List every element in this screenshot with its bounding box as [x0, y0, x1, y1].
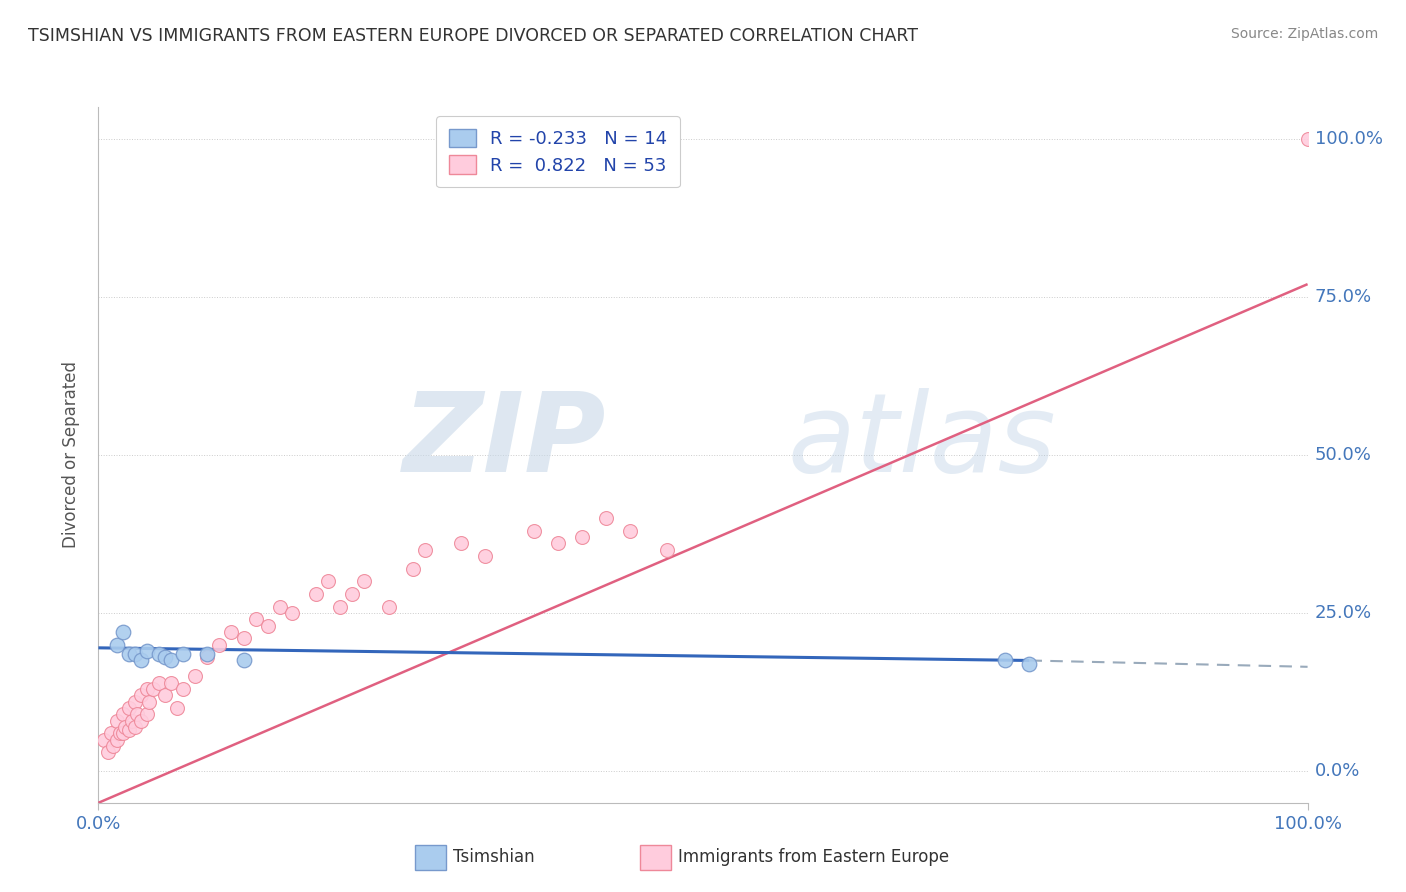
Point: [523, 524, 546, 538]
Point: [111, 625, 134, 640]
Point: [135, 644, 157, 658]
Point: [93, 732, 115, 747]
Point: [413, 542, 436, 557]
Text: Immigrants from Eastern Europe: Immigrants from Eastern Europe: [678, 848, 949, 866]
Point: [256, 618, 278, 632]
Point: [655, 542, 678, 557]
Point: [232, 653, 254, 667]
Bar: [415, 845, 446, 870]
Point: [305, 587, 328, 601]
Point: [138, 695, 160, 709]
Point: [97, 745, 120, 759]
Point: [160, 675, 183, 690]
Point: [474, 549, 496, 563]
Point: [377, 599, 399, 614]
Text: TSIMSHIAN VS IMMIGRANTS FROM EASTERN EUROPE DIVORCED OR SEPARATED CORRELATION CH: TSIMSHIAN VS IMMIGRANTS FROM EASTERN EUR…: [28, 27, 918, 45]
Point: [135, 681, 157, 696]
Point: [160, 653, 183, 667]
Point: [208, 638, 231, 652]
Point: [118, 701, 141, 715]
Point: [127, 707, 149, 722]
Point: [105, 714, 128, 728]
Text: 25.0%: 25.0%: [1315, 604, 1372, 622]
Point: [121, 714, 143, 728]
Point: [148, 647, 170, 661]
Point: [342, 587, 364, 601]
Point: [129, 714, 152, 728]
Bar: [640, 845, 671, 870]
Point: [100, 726, 122, 740]
Point: [108, 726, 131, 740]
Point: [232, 632, 254, 646]
Point: [595, 511, 617, 525]
Point: [281, 606, 304, 620]
Point: [105, 732, 128, 747]
Y-axis label: Divorced or Separated: Divorced or Separated: [62, 361, 80, 549]
Point: [316, 574, 339, 589]
Point: [221, 625, 243, 640]
Point: [547, 536, 569, 550]
Text: 100.0%: 100.0%: [1315, 129, 1382, 148]
Text: atlas: atlas: [787, 387, 1056, 494]
Point: [101, 739, 124, 753]
Text: Tsimshian: Tsimshian: [453, 848, 534, 866]
Point: [1296, 131, 1319, 145]
Point: [172, 647, 194, 661]
Point: [118, 723, 141, 737]
Text: Source: ZipAtlas.com: Source: ZipAtlas.com: [1230, 27, 1378, 41]
Point: [148, 675, 170, 690]
Point: [184, 669, 207, 683]
Text: 75.0%: 75.0%: [1315, 288, 1372, 306]
Point: [111, 707, 134, 722]
Point: [172, 681, 194, 696]
Point: [450, 536, 472, 550]
Point: [166, 701, 188, 715]
Point: [619, 524, 641, 538]
Point: [114, 720, 136, 734]
Point: [135, 707, 157, 722]
Point: [269, 599, 291, 614]
Point: [142, 681, 165, 696]
Point: [402, 562, 425, 576]
Text: 50.0%: 50.0%: [1315, 446, 1371, 464]
Point: [153, 688, 176, 702]
Point: [129, 688, 152, 702]
Point: [105, 638, 128, 652]
Point: [124, 695, 146, 709]
Point: [1018, 657, 1040, 671]
Point: [353, 574, 375, 589]
Point: [329, 599, 352, 614]
Point: [245, 612, 267, 626]
Point: [129, 653, 152, 667]
Point: [118, 647, 141, 661]
Point: [195, 650, 218, 665]
Text: ZIP: ZIP: [402, 387, 606, 494]
Point: [994, 653, 1017, 667]
Point: [153, 650, 176, 665]
Point: [195, 647, 218, 661]
Point: [111, 726, 134, 740]
Point: [571, 530, 593, 544]
Point: [124, 720, 146, 734]
Legend: R = -0.233   N = 14, R =  0.822   N = 53: R = -0.233 N = 14, R = 0.822 N = 53: [436, 116, 681, 187]
Point: [124, 647, 146, 661]
Text: 0.0%: 0.0%: [1315, 762, 1360, 780]
